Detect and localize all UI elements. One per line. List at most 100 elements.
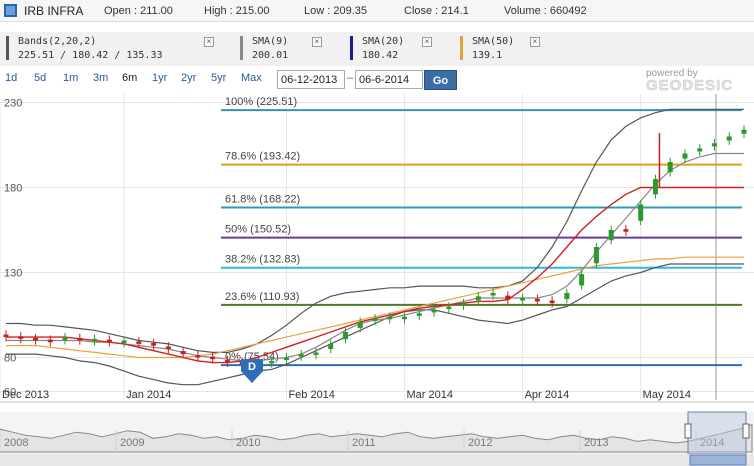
candle-body <box>652 179 658 195</box>
candle-body <box>520 298 526 301</box>
candle-body <box>564 292 570 300</box>
candle-body <box>579 274 585 286</box>
range-1d-button[interactable]: 1d <box>5 72 18 84</box>
indicator-sma50: SMA(50) 139.1 × <box>454 32 554 66</box>
navigator-year-label: 2014 <box>700 437 724 449</box>
fib-label: 100% (225.51) <box>225 96 297 108</box>
candle-body <box>490 292 496 296</box>
powered-by-label: powered by <box>646 68 698 79</box>
range-6m-button[interactable]: 6m <box>122 72 138 84</box>
candle-body <box>549 300 555 304</box>
x-tick-label: Jan 2014 <box>126 389 171 401</box>
navigator-left-handle <box>684 423 692 439</box>
candle-body <box>210 356 216 360</box>
candle-body <box>3 334 9 338</box>
range-5d-button[interactable]: 5d <box>34 72 47 84</box>
close-value: Close : 214.1 <box>404 5 469 17</box>
to-date-input[interactable] <box>355 70 423 89</box>
remove-indicator-icon[interactable]: × <box>312 37 322 47</box>
from-date-input[interactable] <box>277 70 345 89</box>
fib-label: 38.2% (132.83) <box>225 254 300 266</box>
remove-indicator-icon[interactable]: × <box>204 37 214 47</box>
candle-body <box>461 303 467 306</box>
indicator-sma20: SMA(20) 180.42 × <box>344 32 444 66</box>
candle-body <box>682 153 688 159</box>
candle-body <box>283 357 289 361</box>
indicator-name: Bands(2,20,2) <box>18 36 97 47</box>
x-axis: Dec 2013 Jan 2014 Feb 2014 Mar 2014 Apr 2014… <box>2 389 691 401</box>
candle-body <box>62 337 68 341</box>
x-tick-label: Apr 2014 <box>525 389 570 401</box>
navigator-selection <box>687 411 747 455</box>
candle-body <box>18 336 24 339</box>
range-1yr-button[interactable]: 1yr <box>152 72 168 84</box>
candle-body <box>697 148 703 152</box>
remove-indicator-icon[interactable]: × <box>422 37 432 47</box>
date-separator: – <box>347 72 354 84</box>
candle-body <box>593 247 599 264</box>
candle-body <box>121 340 127 344</box>
dividend-marker-icon <box>241 359 263 384</box>
indicator-color-swatch <box>350 36 353 60</box>
candle-body <box>342 332 348 340</box>
indicator-value: 139.1 <box>472 50 503 61</box>
candle-body <box>387 316 393 320</box>
open-value: Open : 211.00 <box>104 5 173 17</box>
fib-label: 78.6% (193.42) <box>225 151 300 163</box>
y-axis: 230 180 130 80 60 <box>4 98 22 399</box>
navigator-year-label: 2013 <box>584 437 608 449</box>
candle-body <box>106 339 112 343</box>
candle-body <box>269 360 275 364</box>
volume-value: Volume : 660492 <box>504 5 587 17</box>
range-max-button[interactable]: Max <box>241 72 262 84</box>
range-2yr-button[interactable]: 2yr <box>181 72 197 84</box>
fib-label: 23.6% (110.93) <box>225 291 299 303</box>
candle-body <box>224 360 230 363</box>
bollinger-upper-line <box>6 108 744 353</box>
y-tick-label: 180 <box>4 183 22 195</box>
candle-body <box>446 306 452 310</box>
navigator-year-label: 2010 <box>236 437 260 449</box>
candle-body <box>416 313 422 316</box>
candle-body <box>372 318 378 321</box>
candle-body <box>711 143 717 147</box>
range-3m-button[interactable]: 3m <box>93 72 109 84</box>
range-5yr-button[interactable]: 5yr <box>211 72 227 84</box>
candle-body <box>151 343 157 346</box>
navigator-scrollbar-thumb <box>689 454 747 466</box>
go-button[interactable]: Go <box>424 70 457 90</box>
candle-body <box>505 295 511 300</box>
candle-body <box>136 341 142 344</box>
indicator-value: 180.42 <box>362 50 399 61</box>
navigator[interactable]: 2008 2009 2010 2011 2012 2013 2014 <box>0 411 754 466</box>
indicator-bands: Bands(2,20,2) 225.51 / 180.42 / 135.33 × <box>0 32 230 66</box>
remove-indicator-icon[interactable]: × <box>530 37 540 47</box>
range-1m-button[interactable]: 1m <box>63 72 79 84</box>
candle-body <box>92 338 98 342</box>
candle-body <box>180 351 186 355</box>
navigator-year-label: 2009 <box>120 437 144 449</box>
candle-body <box>165 346 171 349</box>
geodesic-logo: GEODESIC <box>646 77 734 95</box>
candle-body <box>328 343 334 349</box>
candle-body <box>298 354 304 357</box>
indicator-name: SMA(50) <box>472 36 515 47</box>
candle-body <box>195 354 201 358</box>
quote-bar: IRB INFRA Open : 211.00 High : 215.00 Lo… <box>0 0 754 22</box>
candle-body <box>313 352 319 355</box>
dividend-marker[interactable]: D <box>241 359 263 384</box>
candle-body <box>667 162 673 173</box>
fib-label: 50% (150.52) <box>225 224 291 236</box>
y-tick-label: 80 <box>4 353 16 365</box>
x-tick-label: Dec 2013 <box>2 389 49 401</box>
navigator-year-label: 2011 <box>352 437 376 449</box>
candles <box>3 125 747 370</box>
candle-body <box>623 229 629 232</box>
candle-body <box>402 316 408 320</box>
indicator-name: SMA(20) <box>362 36 405 47</box>
candle-body <box>608 230 614 241</box>
high-value: High : 215.00 <box>204 5 270 17</box>
indicator-name: SMA(9) <box>252 36 289 47</box>
x-tick-label: Mar 2014 <box>407 389 453 401</box>
plot-area <box>0 92 754 402</box>
